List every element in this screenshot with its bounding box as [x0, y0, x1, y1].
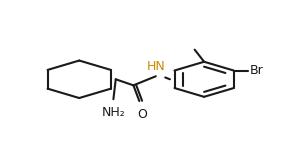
Text: Br: Br [250, 64, 264, 77]
Text: O: O [137, 108, 147, 121]
Text: HN: HN [147, 60, 165, 73]
Text: NH₂: NH₂ [102, 106, 125, 119]
